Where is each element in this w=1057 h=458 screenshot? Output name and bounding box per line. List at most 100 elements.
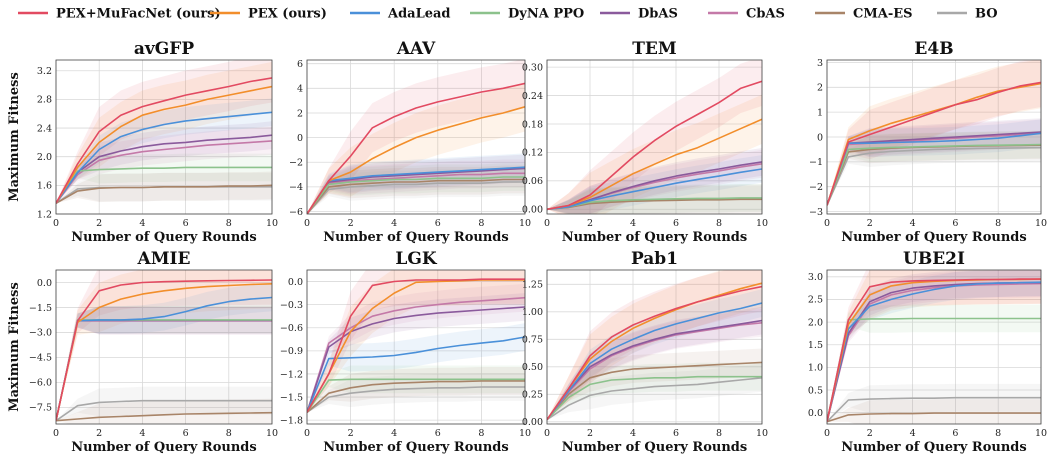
band-cbas	[827, 270, 1041, 422]
legend-item-cma-es: CMA-ES	[815, 7, 913, 22]
series-line-cma-es	[307, 178, 525, 214]
series-line-pex-mufacnet-ours	[827, 81, 1041, 206]
x-tick-label: 6	[183, 218, 189, 229]
series-lines	[827, 278, 1041, 423]
series-line-cbas	[307, 172, 525, 214]
y-tick-label: 1.2	[37, 209, 52, 220]
series-line-adalead	[307, 166, 525, 214]
x-tick-label: 8	[226, 428, 232, 439]
x-tick-label: 0	[304, 218, 310, 229]
legend-item-adalead: AdaLead	[350, 7, 451, 22]
band-pex-mufacnet-ours	[827, 270, 1041, 422]
x-tick-label: 0	[824, 218, 830, 229]
chart-panel-lgk: 0 2 4 6 8 10 −1.8 −1.5 −1.2 −0.9 −0.6 −0.3 0.0 LGK Num…	[280, 249, 531, 455]
plot-frame	[826, 269, 1042, 425]
panel-title: UBE2I	[903, 249, 965, 269]
series-line-adalead	[547, 168, 762, 211]
y-tick-labels: 1.2 1.6 2.0 2.4 2.8 3.2	[37, 66, 52, 220]
y-tick-label: 0.25	[522, 390, 543, 401]
y-tick-label: 3.2	[37, 66, 52, 77]
band-cbas	[56, 127, 272, 204]
series-line-dbas	[56, 134, 272, 204]
x-tick-label: 10	[756, 218, 768, 229]
y-tick-label: 0.06	[522, 176, 543, 187]
y-tick-label: 0	[817, 132, 823, 143]
x-tick-label: 4	[391, 218, 397, 229]
band-pex-mufacnet-ours	[307, 270, 525, 413]
band-bo	[827, 383, 1041, 422]
x-tick-label: 2	[96, 218, 102, 229]
x-tick-label: 8	[995, 428, 1001, 439]
band-cma-es	[307, 367, 525, 413]
x-tick-label: 4	[910, 428, 916, 439]
x-tick-label: 8	[995, 218, 1001, 229]
series-line-cma-es	[827, 412, 1041, 423]
x-tick-label: 10	[266, 218, 278, 229]
series-line-dyna-ppo	[827, 143, 1041, 206]
x-tick-label: 2	[348, 428, 354, 439]
y-tick-labels: −6 −4 −2 0 2 4 6	[289, 59, 303, 218]
x-tick-label: 0	[304, 428, 310, 439]
band-bo	[56, 386, 272, 421]
x-tick-labels: 0 2 4 6 8 10	[824, 218, 1047, 229]
band-adalead	[827, 270, 1041, 422]
series-lines	[547, 80, 762, 211]
legend-label: CbAS	[746, 7, 785, 22]
x-tick-labels: 0 2 4 6 8 10	[544, 218, 768, 229]
y-tick-label: 2.8	[37, 95, 52, 106]
y-tick-label: −0.3	[280, 300, 303, 311]
band-pex-mufacnet-ours	[547, 270, 762, 420]
panel-title: avGFP	[134, 39, 194, 59]
y-tick-label: −6	[289, 207, 303, 218]
x-tick-label: 6	[435, 428, 441, 439]
x-tick-label: 10	[266, 428, 278, 439]
series-line-adalead	[827, 132, 1041, 206]
series-lines	[307, 82, 525, 214]
y-tick-label: 1	[817, 107, 823, 118]
plot-frame	[55, 269, 273, 425]
x-tick-labels: 0 2 4 6 8 10	[53, 428, 278, 439]
x-tick-label: 0	[544, 218, 550, 229]
band-cbas	[307, 283, 525, 413]
series-line-pex-ours	[56, 85, 272, 204]
series-line-cma-es	[56, 184, 272, 204]
chart-panel-amie: 0 2 4 6 8 10 −7.5 −6.0 −4.5 −3.0 −1.5 0.0 AMIE Number…	[7, 249, 278, 455]
x-tick-labels: 0 2 4 6 8 10	[304, 218, 531, 229]
legend: PEX+MuFacNet (ours) PEX (ours) AdaLead DyNA…	[18, 7, 998, 22]
series-line-cbas	[307, 296, 525, 413]
series-lines	[56, 77, 272, 204]
band-cbas	[56, 306, 272, 421]
y-tick-label: −1.2	[280, 369, 303, 380]
x-tick-labels: 0 2 4 6 8 10	[544, 428, 768, 439]
x-tick-labels: 0 2 4 6 8 10	[824, 428, 1047, 439]
series-line-cma-es	[547, 198, 762, 211]
band-pex-mufacnet-ours	[547, 60, 762, 214]
series-line-pex-mufacnet-ours	[547, 285, 762, 421]
series-line-dyna-ppo	[307, 378, 525, 413]
plot-frame	[546, 59, 763, 215]
series-line-pex-mufacnet-ours	[56, 279, 272, 421]
series-line-dyna-ppo	[56, 166, 272, 204]
x-axis-label: Number of Query Rounds	[323, 440, 508, 455]
panel-title: Pab1	[631, 249, 678, 269]
y-tick-label: −6.0	[29, 378, 52, 389]
series-line-cma-es	[56, 411, 272, 422]
x-axis-label: Number of Query Rounds	[841, 230, 1026, 245]
band-dbas	[56, 306, 272, 421]
x-tick-label: 0	[53, 218, 59, 229]
band-cbas	[547, 308, 762, 420]
y-tick-labels: −7.5 −6.0 −4.5 −3.0 −1.5 0.0	[29, 278, 52, 414]
x-tick-label: 0	[824, 428, 830, 439]
y-tick-label: 1.5	[808, 340, 823, 351]
legend-item-pex-mufacnet-ours: PEX+MuFacNet (ours)	[18, 7, 221, 22]
y-tick-label: 0.30	[522, 62, 543, 73]
plot-frame	[306, 59, 526, 215]
series-line-cma-es	[547, 361, 762, 421]
x-tick-label: 4	[630, 428, 636, 439]
y-tick-label: −3	[809, 207, 823, 218]
series-line-pex-mufacnet-ours	[307, 82, 525, 214]
x-axis-label: Number of Query Rounds	[71, 230, 256, 245]
x-tick-label: 2	[867, 218, 873, 229]
x-tick-label: 6	[952, 218, 958, 229]
y-tick-label: 2.0	[37, 152, 52, 163]
